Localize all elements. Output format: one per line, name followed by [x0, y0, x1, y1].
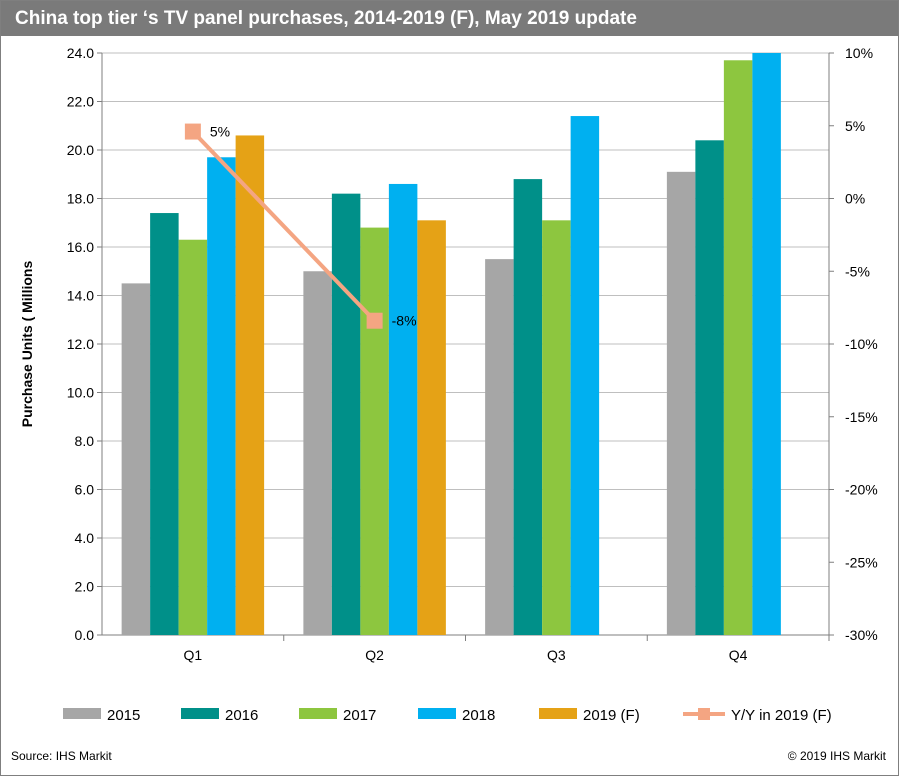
legend-swatch — [539, 708, 577, 719]
bar-2018 — [388, 183, 418, 635]
legend-label: 2019 (F) — [583, 707, 640, 724]
y-tick-label: 10.0 — [67, 385, 94, 401]
source-note: Source: IHS Markit — [11, 749, 112, 763]
yoy-line — [191, 130, 377, 323]
x-tick-label: Q1 — [184, 647, 203, 663]
legend-label: 2016 — [225, 707, 258, 724]
bar-2016 — [695, 140, 724, 636]
bar-2016 — [331, 193, 361, 635]
yoy-data-label: -8% — [392, 313, 417, 329]
y2-tick-label: -5% — [845, 263, 870, 279]
bar-2015 — [303, 271, 332, 635]
y-tick-label: 20.0 — [67, 142, 94, 158]
yoy-data-label: 5% — [210, 124, 230, 140]
y-tick-label: 6.0 — [75, 482, 95, 498]
y-tick-label: 12.0 — [67, 336, 94, 352]
x-tick-label: Q4 — [729, 647, 748, 663]
bar-2016 — [513, 179, 543, 635]
y-tick-label: 22.0 — [67, 94, 94, 110]
bar-2017 — [360, 227, 389, 635]
legend-swatch — [63, 708, 101, 719]
y-axis-title: Purchase Units ( Millions — [19, 261, 35, 428]
y2-tick-label: -15% — [845, 409, 878, 425]
y2-tick-label: 0% — [845, 191, 865, 207]
y-tick-label: 24.0 — [67, 45, 94, 61]
y2-tick-label: 5% — [845, 118, 865, 134]
copyright-note: © 2019 IHS Markit — [787, 749, 886, 763]
legend-label: 2018 — [462, 707, 495, 724]
bar-2019-f- — [235, 135, 265, 635]
y2-tick-label: -20% — [845, 482, 878, 498]
bar-2016 — [150, 213, 179, 636]
bar-2018 — [570, 116, 600, 636]
chart-title: China top tier ‘s TV panel purchases, 20… — [1, 1, 898, 36]
legend-marker-swatch — [698, 708, 710, 720]
bar-2018 — [752, 53, 781, 635]
y-tick-label: 8.0 — [75, 433, 95, 449]
legend-swatch — [418, 708, 456, 719]
y2-tick-label: 10% — [845, 45, 873, 61]
legend-swatch — [299, 708, 337, 719]
y2-tick-label: -25% — [845, 554, 878, 570]
legend-label: Y/Y in 2019 (F) — [731, 707, 832, 724]
legend-label: 2017 — [343, 707, 376, 724]
yoy-marker — [366, 312, 383, 329]
x-tick-label: Q3 — [547, 647, 566, 663]
bar-2017 — [178, 239, 208, 635]
bar-2015 — [485, 259, 514, 635]
x-tick-label: Q2 — [365, 647, 384, 663]
y-tick-label: 4.0 — [75, 530, 95, 546]
legend-label: 2015 — [107, 707, 140, 724]
chart-svg: 0.0 2.0 4.0 6.0 8.0 10.0 12.0 14.0 16.0 18.0 20.0 2… — [19, 45, 878, 724]
y-tick-label: 16.0 — [67, 239, 94, 255]
y-tick-label: 2.0 — [75, 579, 95, 595]
y-tick-label: 0.0 — [75, 627, 95, 643]
y2-tick-label: -30% — [845, 627, 878, 643]
bar-2015 — [666, 171, 696, 635]
y2-tick-label: -10% — [845, 336, 878, 352]
bar-2017 — [723, 60, 753, 635]
yoy-marker — [184, 123, 201, 140]
bar-2017 — [542, 220, 571, 635]
bar-2015 — [121, 283, 151, 635]
legend-swatch — [181, 708, 219, 719]
y-tick-label: 14.0 — [67, 288, 94, 304]
bar-2018 — [207, 157, 236, 635]
bar-2019-f- — [417, 220, 446, 635]
y-tick-label: 18.0 — [67, 191, 94, 207]
